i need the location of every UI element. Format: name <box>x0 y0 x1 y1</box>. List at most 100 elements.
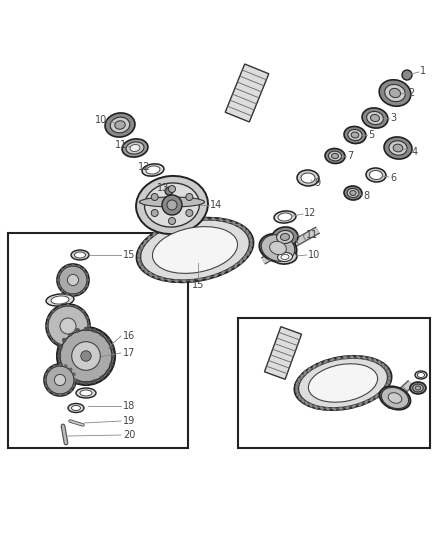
Ellipse shape <box>347 189 359 198</box>
Ellipse shape <box>272 227 298 247</box>
Ellipse shape <box>348 130 362 141</box>
Ellipse shape <box>219 218 223 222</box>
Bar <box>238 318 430 448</box>
Ellipse shape <box>139 197 205 207</box>
Ellipse shape <box>206 276 211 280</box>
Ellipse shape <box>301 398 304 403</box>
Text: 2: 2 <box>408 88 414 98</box>
Text: 13: 13 <box>157 183 169 193</box>
Ellipse shape <box>244 255 247 260</box>
Text: 18: 18 <box>123 401 135 411</box>
Ellipse shape <box>332 154 339 159</box>
Ellipse shape <box>350 356 354 359</box>
Text: 19: 19 <box>123 416 135 426</box>
Ellipse shape <box>80 390 92 396</box>
Circle shape <box>151 209 158 216</box>
Text: 12: 12 <box>304 208 316 218</box>
Circle shape <box>100 332 104 336</box>
Ellipse shape <box>278 213 292 221</box>
Ellipse shape <box>273 250 297 264</box>
Ellipse shape <box>228 267 232 272</box>
Ellipse shape <box>165 225 169 229</box>
Circle shape <box>106 338 110 342</box>
Circle shape <box>69 368 72 371</box>
Ellipse shape <box>384 137 412 159</box>
Ellipse shape <box>180 221 184 224</box>
Ellipse shape <box>379 386 410 410</box>
Ellipse shape <box>172 222 177 227</box>
Ellipse shape <box>211 217 216 221</box>
Circle shape <box>86 279 89 281</box>
Ellipse shape <box>378 360 381 365</box>
Ellipse shape <box>122 139 148 157</box>
Ellipse shape <box>381 387 409 409</box>
Ellipse shape <box>344 126 366 143</box>
Circle shape <box>82 268 85 271</box>
Text: 20: 20 <box>123 430 135 440</box>
Circle shape <box>53 365 56 368</box>
Circle shape <box>45 384 48 387</box>
Ellipse shape <box>221 271 225 275</box>
Circle shape <box>106 370 110 374</box>
Circle shape <box>53 392 56 395</box>
Ellipse shape <box>174 279 179 283</box>
Ellipse shape <box>71 406 81 410</box>
Circle shape <box>169 185 176 192</box>
Ellipse shape <box>143 240 146 245</box>
Ellipse shape <box>137 253 140 258</box>
Ellipse shape <box>145 183 199 227</box>
Ellipse shape <box>325 407 330 410</box>
Circle shape <box>48 368 51 371</box>
Circle shape <box>59 266 87 294</box>
Circle shape <box>77 293 80 295</box>
Ellipse shape <box>136 176 208 234</box>
Circle shape <box>88 325 91 327</box>
Ellipse shape <box>295 389 298 394</box>
Circle shape <box>64 392 67 395</box>
Circle shape <box>85 273 88 276</box>
Ellipse shape <box>371 115 379 122</box>
Circle shape <box>111 354 115 358</box>
Ellipse shape <box>297 170 319 186</box>
Circle shape <box>67 274 78 286</box>
Ellipse shape <box>146 166 160 174</box>
Ellipse shape <box>160 277 164 281</box>
Ellipse shape <box>145 269 148 273</box>
Ellipse shape <box>368 357 372 361</box>
Ellipse shape <box>138 262 142 266</box>
Circle shape <box>165 187 173 195</box>
Ellipse shape <box>314 405 318 409</box>
Polygon shape <box>265 327 301 379</box>
Ellipse shape <box>352 405 356 408</box>
Circle shape <box>58 305 61 308</box>
Ellipse shape <box>234 263 237 268</box>
Circle shape <box>61 268 64 271</box>
Circle shape <box>402 70 412 80</box>
Ellipse shape <box>249 246 252 252</box>
Text: 6: 6 <box>390 173 396 183</box>
Circle shape <box>48 306 88 346</box>
Ellipse shape <box>379 391 382 395</box>
Circle shape <box>58 344 61 347</box>
Ellipse shape <box>381 363 385 368</box>
Circle shape <box>67 345 70 349</box>
Ellipse shape <box>149 272 152 277</box>
Ellipse shape <box>413 384 423 392</box>
Circle shape <box>74 378 77 382</box>
Ellipse shape <box>242 227 246 231</box>
Ellipse shape <box>410 382 426 394</box>
Circle shape <box>47 317 50 319</box>
Text: 11: 11 <box>306 230 318 240</box>
Ellipse shape <box>232 221 236 225</box>
Text: 17: 17 <box>123 348 135 358</box>
Circle shape <box>110 362 114 366</box>
Circle shape <box>58 346 62 350</box>
Circle shape <box>58 362 62 366</box>
Circle shape <box>82 289 85 292</box>
Ellipse shape <box>370 171 382 180</box>
Ellipse shape <box>138 257 141 262</box>
Circle shape <box>46 325 49 327</box>
Circle shape <box>45 373 48 376</box>
Circle shape <box>62 338 66 342</box>
Ellipse shape <box>366 168 386 182</box>
